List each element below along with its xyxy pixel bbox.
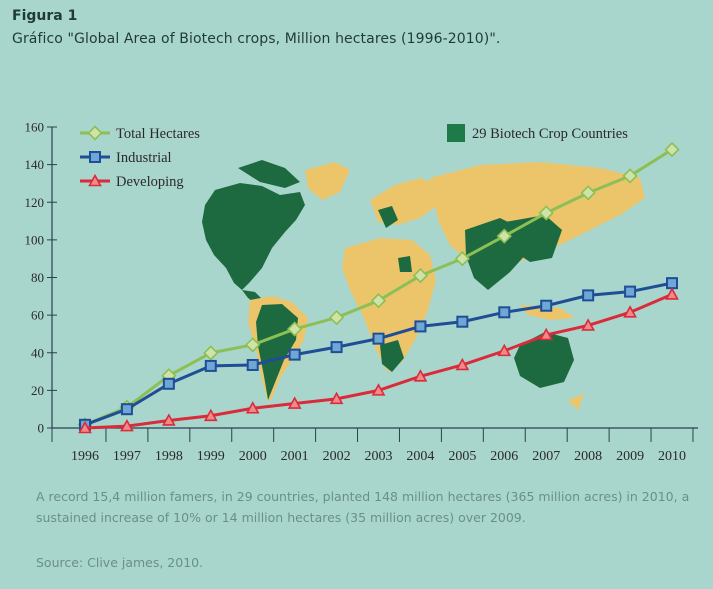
data-point	[203, 408, 218, 422]
chart-legend: Total Hectares Industrial Developing 29 Bio…	[80, 124, 628, 190]
x-tick-label: 1996	[71, 449, 99, 464]
data-point	[288, 348, 301, 361]
map-north-america	[202, 183, 305, 290]
data-point	[287, 321, 303, 337]
chart-series	[77, 141, 680, 434]
data-point	[665, 287, 679, 300]
chart-axes: 0 20 40 60 80 100 120 140 160 1996 1997 1998 1999 200…	[25, 120, 698, 464]
data-point	[623, 305, 637, 318]
data-point	[413, 369, 428, 382]
data-point	[664, 141, 680, 158]
data-point	[414, 320, 427, 333]
legend-marker	[87, 125, 103, 141]
map-canada-islands	[238, 160, 300, 188]
legend-marker	[88, 173, 102, 187]
x-tick-label: 2004	[406, 449, 434, 464]
map-greenland	[305, 162, 350, 200]
data-point	[371, 383, 386, 396]
x-tick-label: 2007	[532, 449, 560, 464]
countries-label: 29 Biotech Crop Countries	[472, 126, 628, 142]
data-point	[455, 357, 470, 371]
data-point	[120, 418, 134, 432]
legend-item: Industrial	[80, 150, 172, 166]
y-tick-label: 20	[31, 383, 44, 398]
legend-item-countries: 29 Biotech Crop Countries	[447, 124, 628, 142]
legend-label: Developing	[116, 174, 184, 190]
map-africa-green	[380, 340, 404, 372]
map-egypt-green	[398, 256, 412, 272]
map-south-america-green	[256, 304, 298, 400]
data-point	[204, 359, 217, 372]
data-point	[581, 318, 595, 331]
data-point	[582, 289, 595, 302]
map-europe-green	[378, 206, 398, 228]
series-developing	[78, 287, 679, 434]
data-point	[622, 168, 638, 184]
data-point	[78, 420, 92, 434]
data-point	[372, 332, 385, 345]
data-point	[540, 299, 553, 312]
data-point	[328, 309, 345, 326]
map-europe	[370, 178, 440, 225]
data-point	[498, 306, 511, 319]
data-point	[330, 341, 343, 354]
y-tick-label: 100	[25, 232, 45, 247]
data-point	[370, 293, 387, 309]
map-africa	[342, 238, 436, 372]
x-tick-label: 1997	[113, 449, 141, 464]
x-tick-label: 2000	[239, 449, 267, 464]
x-tick-label: 1999	[197, 449, 225, 464]
data-point	[162, 377, 175, 390]
data-point	[496, 228, 512, 244]
map-australia	[514, 332, 574, 388]
countries-swatch	[447, 124, 465, 142]
y-tick-label: 160	[25, 120, 45, 135]
data-point	[538, 205, 554, 221]
data-point	[246, 358, 259, 371]
map-new-zealand	[568, 394, 584, 410]
data-point	[580, 185, 596, 201]
y-tick-label: 0	[38, 421, 45, 436]
data-point	[539, 327, 554, 341]
y-tick-label: 60	[31, 308, 44, 323]
y-tick-label: 140	[25, 157, 45, 172]
data-point	[203, 345, 219, 361]
source-text: Source: Clive james, 2010.	[36, 555, 204, 570]
data-point	[412, 267, 429, 284]
legend-label: Industrial	[116, 150, 172, 166]
x-tick-label: 2005	[448, 449, 476, 464]
footnote-text: A record 15,4 million famers, in 29 coun…	[36, 489, 690, 525]
data-point	[454, 251, 470, 267]
data-point	[497, 343, 512, 357]
figure-caption: Gráfico "Global Area of Biotech crops, M…	[12, 31, 501, 47]
x-tick-label: 2003	[365, 449, 393, 464]
data-point	[245, 401, 260, 414]
data-point	[245, 337, 261, 353]
figure-label: Figura 1	[12, 8, 78, 24]
data-point	[666, 277, 678, 290]
data-point	[624, 285, 637, 298]
x-tick-label: 2010	[658, 449, 686, 464]
legend-item: Developing	[80, 173, 184, 190]
data-point	[287, 396, 302, 409]
y-tick-label: 40	[31, 345, 44, 360]
data-point	[120, 403, 133, 416]
legend-label: Total Hectares	[116, 126, 200, 142]
x-tick-label: 2002	[323, 449, 351, 464]
data-point	[162, 413, 176, 426]
x-tick-label: 2001	[281, 449, 309, 464]
data-point	[456, 315, 469, 328]
y-tick-label: 80	[31, 270, 44, 285]
data-point	[329, 391, 344, 405]
x-tick-label: 2008	[574, 449, 602, 464]
x-tick-label: 1998	[155, 449, 183, 464]
legend-marker	[89, 151, 101, 163]
y-tick-label: 120	[25, 195, 45, 210]
legend-item: Total Hectares	[80, 125, 200, 142]
biotech-area-chart: 0 20 40 60 80 100 120 140 160 1996 1997 1998 1999 200…	[25, 120, 698, 464]
x-tick-label: 2009	[616, 449, 644, 464]
x-tick-label: 2006	[490, 449, 518, 464]
